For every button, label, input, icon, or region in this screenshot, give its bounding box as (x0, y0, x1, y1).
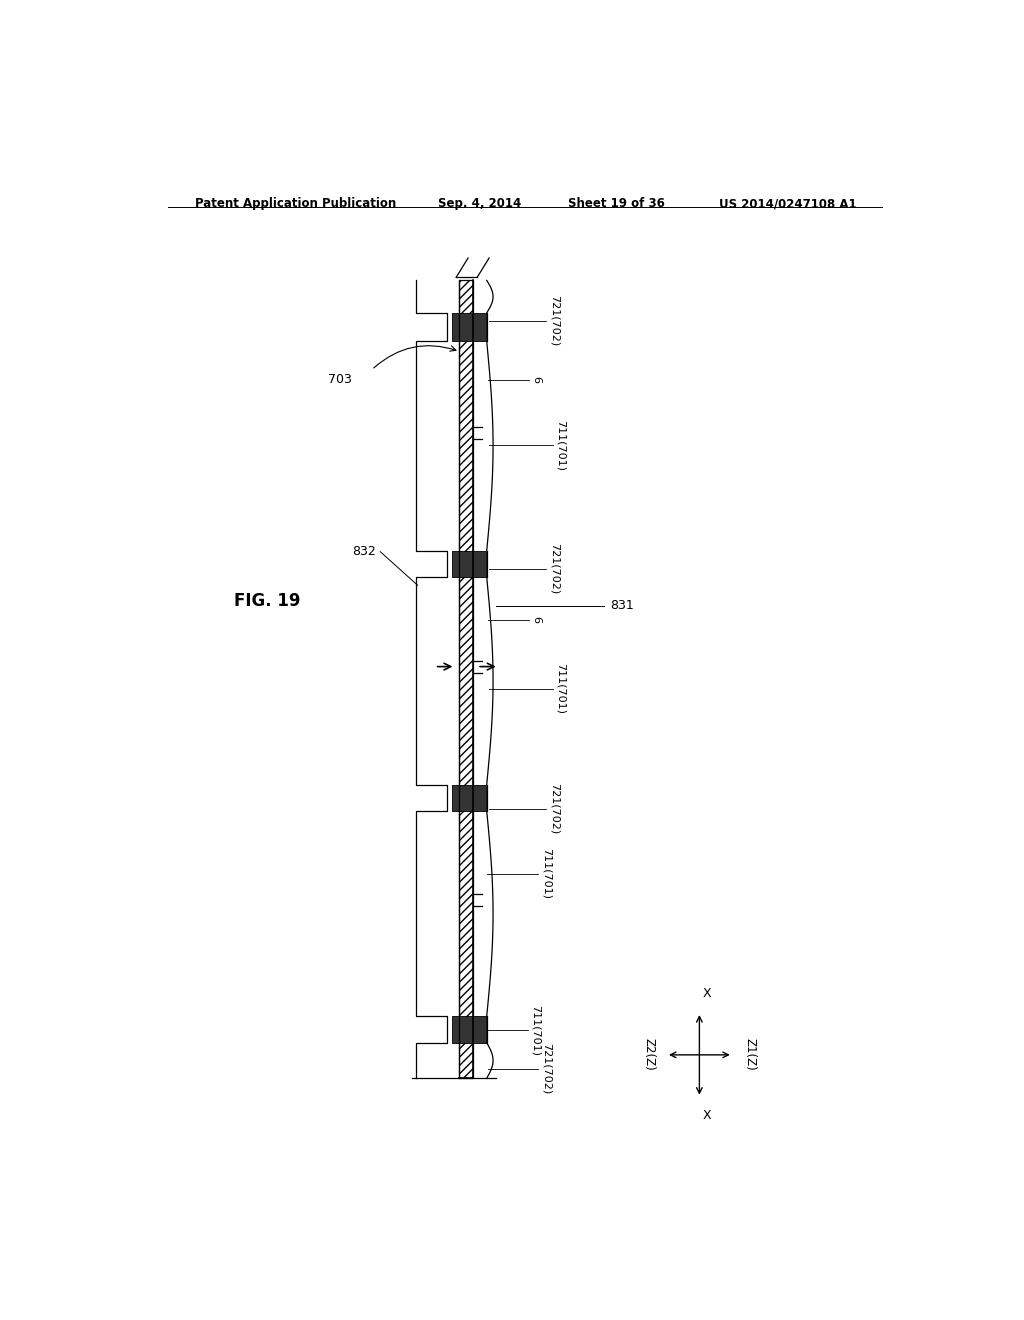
Text: 711(701): 711(701) (530, 1005, 541, 1056)
Text: Patent Application Publication: Patent Application Publication (196, 197, 396, 210)
Text: 6: 6 (531, 376, 542, 384)
Text: X: X (703, 1109, 712, 1122)
Text: US 2014/0247108 A1: US 2014/0247108 A1 (719, 197, 857, 210)
Text: 711(701): 711(701) (555, 664, 565, 714)
Polygon shape (452, 784, 486, 810)
Polygon shape (452, 1016, 486, 1043)
Text: 721(702): 721(702) (549, 783, 559, 834)
Text: 711(701): 711(701) (555, 420, 565, 470)
Text: 721(702): 721(702) (542, 1044, 551, 1094)
Text: 721(702): 721(702) (549, 544, 559, 594)
Text: 831: 831 (609, 599, 634, 612)
Text: 703: 703 (328, 374, 352, 387)
Text: FIG. 19: FIG. 19 (233, 591, 300, 610)
Text: 721(702): 721(702) (549, 296, 559, 347)
Text: Z1(Z): Z1(Z) (743, 1039, 757, 1072)
Text: X: X (703, 987, 712, 1001)
Text: 711(701): 711(701) (542, 849, 551, 899)
Text: Z2(Z): Z2(Z) (642, 1039, 655, 1072)
Text: 832: 832 (352, 545, 377, 558)
Text: 6: 6 (531, 616, 542, 623)
Text: Sheet 19 of 36: Sheet 19 of 36 (568, 197, 666, 210)
Polygon shape (452, 550, 486, 577)
Text: Sep. 4, 2014: Sep. 4, 2014 (437, 197, 521, 210)
Polygon shape (452, 313, 486, 342)
